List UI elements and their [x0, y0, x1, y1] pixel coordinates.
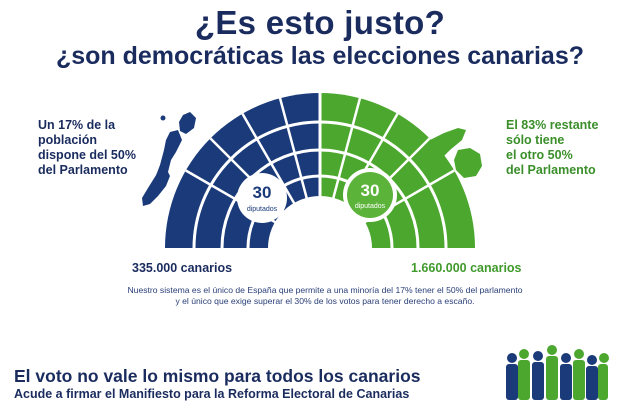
right-population-count: 1.660.000 canarios	[411, 261, 522, 275]
left-statement: Un 17% de la población dispone del 50% d…	[38, 118, 158, 178]
left-seats-label: diputados	[247, 206, 278, 213]
description: Nuestro sistema es el único de España qu…	[95, 285, 555, 307]
right-seats-number: 30	[361, 181, 380, 200]
footer-subline: Acude a firmar el Manifiesto para la Ref…	[14, 387, 410, 401]
left-statement-line: del Parlamento	[38, 163, 128, 177]
description-line: y el único que exige superar el 30% de l…	[175, 296, 475, 306]
eastern-islands-map-icon	[142, 112, 196, 206]
left-seats-number: 30	[253, 183, 272, 202]
left-statement-line: dispone del 50%	[38, 148, 136, 162]
left-seats-badge: 30 diputados	[237, 173, 287, 223]
right-statement-line: el otro 50%	[506, 148, 573, 162]
right-statement: El 83% restante sólo tiene el otro 50% d…	[506, 118, 626, 178]
right-statement-line: El 83% restante	[506, 118, 599, 132]
right-statement-line: del Parlamento	[506, 163, 596, 177]
left-statement-line: Un 17% de la	[38, 118, 116, 132]
right-seats-label: diputados	[355, 203, 386, 210]
description-line: Nuestro sistema es el único de España qu…	[127, 285, 523, 295]
people-crowd-icon	[506, 345, 609, 400]
left-statement-line: población	[38, 133, 98, 147]
page-subtitle: ¿son democráticas las elecciones canaria…	[55, 42, 585, 70]
left-population-count: 335.000 canarios	[132, 261, 233, 275]
page-title: ¿Es esto justo?	[194, 4, 446, 41]
right-statement-line: sólo tiene	[506, 133, 565, 147]
footer-headline: El voto no vale lo mismo para todos los …	[14, 366, 421, 386]
right-seats-badge: 30 diputados	[343, 168, 397, 222]
